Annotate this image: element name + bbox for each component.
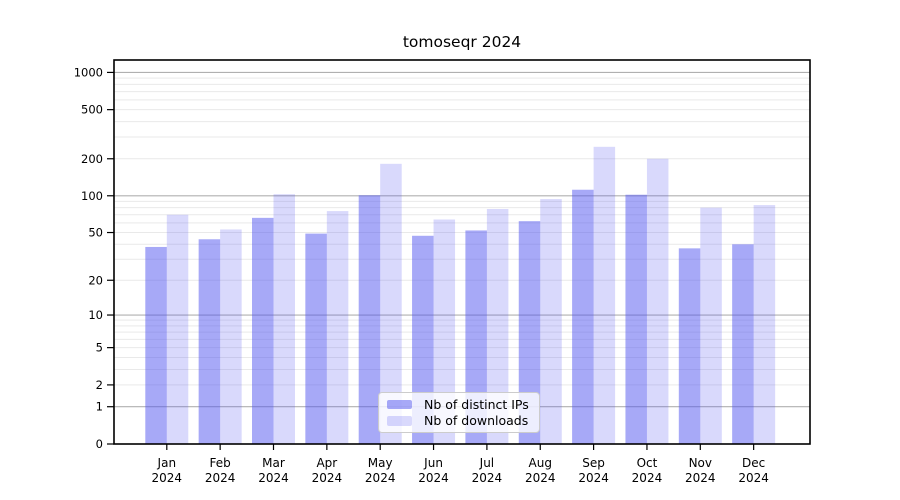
y-tick-label: 200 <box>81 152 103 166</box>
x-tick-label-year: 2024 <box>152 471 183 485</box>
y-tick-label: 100 <box>81 189 103 203</box>
bar-distinct-ips <box>412 235 434 444</box>
x-tick-label-month: Jan <box>157 456 177 470</box>
bar-distinct-ips <box>358 195 381 444</box>
bar-distinct-ips <box>145 246 167 444</box>
bar-downloads <box>166 214 189 444</box>
bar-downloads <box>700 207 722 444</box>
bar-downloads <box>380 163 402 444</box>
legend-label-distinct-ips: Nb of distinct IPs <box>424 396 529 412</box>
bar-distinct-ips <box>572 189 594 444</box>
bar-downloads <box>326 211 349 444</box>
bar-distinct-ips <box>465 230 487 444</box>
legend-swatch-downloads-icon <box>387 416 412 426</box>
bar-downloads <box>753 205 776 444</box>
x-tick-label-year: 2024 <box>365 471 396 485</box>
bar-distinct-ips <box>732 244 754 444</box>
legend-item-downloads: Nb of downloads <box>387 413 531 428</box>
bar-distinct-ips <box>678 248 701 444</box>
y-tick-label: 5 <box>96 341 103 355</box>
bar-distinct-ips <box>305 233 327 444</box>
chart-title: tomoseqr 2024 <box>402 33 522 51</box>
x-tick-label-month: Feb <box>210 456 231 470</box>
legend-swatch-distinct-ips-icon <box>387 399 412 409</box>
bar-downloads <box>273 194 295 444</box>
bar-downloads <box>486 208 509 444</box>
bar-downloads <box>220 229 242 444</box>
bar-distinct-ips <box>198 239 221 444</box>
x-tick-label-year: 2024 <box>525 471 556 485</box>
y-tick-label: 1000 <box>74 65 103 79</box>
x-tick-label-month: Oct <box>637 456 658 470</box>
x-tick-label-month: Aug <box>529 456 552 470</box>
bar-downloads <box>646 158 669 445</box>
bar-downloads <box>540 199 562 444</box>
x-tick-label-month: Apr <box>316 456 337 470</box>
x-tick-label-year: 2024 <box>472 471 503 485</box>
y-tick-label: 10 <box>88 308 103 322</box>
bar-downloads <box>433 219 456 444</box>
x-tick-label-year: 2024 <box>632 471 663 485</box>
x-tick-label-year: 2024 <box>578 471 609 485</box>
x-tick-label-month: Mar <box>262 456 285 470</box>
x-tick-label-month: Jun <box>423 456 443 470</box>
x-tick-label-month: Nov <box>689 456 712 470</box>
y-tick-label: 500 <box>81 103 103 117</box>
x-tick-label-month: Jul <box>479 456 494 470</box>
legend-label-downloads: Nb of downloads <box>424 413 529 429</box>
legend: Nb of distinct IPs Nb of downloads <box>378 392 540 433</box>
x-tick-label-month: Sep <box>582 456 605 470</box>
x-tick-label-year: 2024 <box>418 471 449 485</box>
x-tick-label-year: 2024 <box>312 471 343 485</box>
x-tick-label-year: 2024 <box>205 471 236 485</box>
y-tick-label: 1 <box>96 400 103 414</box>
x-tick-label-year: 2024 <box>258 471 289 485</box>
x-tick-label-year: 2024 <box>738 471 769 485</box>
y-tick-label: 2 <box>96 378 103 392</box>
x-tick-label-year: 2024 <box>685 471 716 485</box>
plot-frame <box>113 59 811 445</box>
x-tick-label-month: May <box>368 456 393 470</box>
y-tick-label: 0 <box>96 437 103 451</box>
bar-downloads <box>593 146 616 444</box>
legend-item-distinct-ips: Nb of distinct IPs <box>387 397 531 412</box>
bar-distinct-ips <box>625 194 647 444</box>
y-tick-label: 20 <box>88 273 103 287</box>
bar-distinct-ips <box>252 217 274 444</box>
x-tick-label-month: Dec <box>742 456 765 470</box>
bar-distinct-ips <box>518 221 541 444</box>
y-tick-label: 50 <box>88 226 103 240</box>
